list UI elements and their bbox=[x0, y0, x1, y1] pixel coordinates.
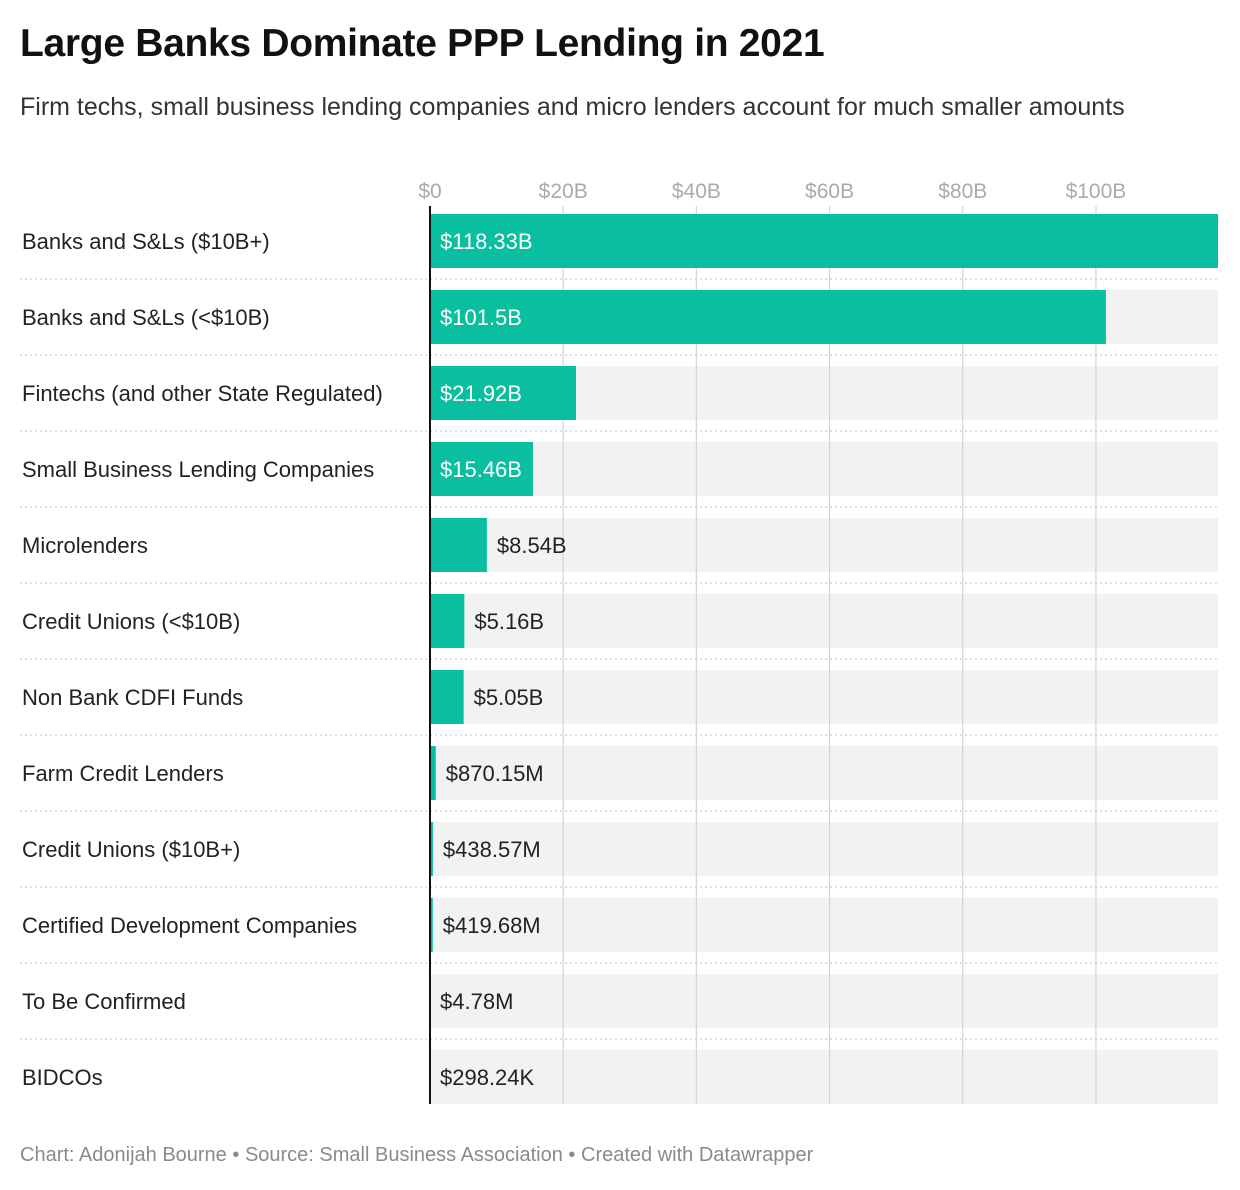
x-tick-label: $100B bbox=[1066, 180, 1127, 203]
bar-track bbox=[430, 442, 1218, 496]
x-tick-label: $40B bbox=[672, 180, 721, 203]
category-label: Microlenders bbox=[22, 533, 148, 558]
data-label: $5.05B bbox=[474, 685, 544, 710]
bar bbox=[430, 290, 1106, 344]
bar bbox=[430, 442, 533, 496]
bar bbox=[430, 594, 465, 648]
data-label: $15.46B bbox=[440, 457, 522, 482]
chart-subtitle: Firm techs, small business lending compa… bbox=[20, 93, 1125, 121]
bar bbox=[430, 366, 576, 420]
x-tick-label: $0 bbox=[418, 180, 441, 203]
bar-track bbox=[430, 518, 1218, 572]
category-label: To Be Confirmed bbox=[22, 989, 186, 1014]
category-label: Fintechs (and other State Regulated) bbox=[22, 381, 383, 406]
category-label: Credit Unions (<$10B) bbox=[22, 609, 240, 634]
bar-track bbox=[430, 974, 1218, 1028]
category-label: BIDCOs bbox=[22, 1065, 103, 1090]
x-tick-label: $80B bbox=[938, 180, 987, 203]
bar bbox=[430, 898, 433, 952]
category-label: Certified Development Companies bbox=[22, 913, 357, 938]
bar bbox=[430, 214, 1218, 268]
x-tick-label: $60B bbox=[805, 180, 854, 203]
data-label: $118.33B bbox=[440, 229, 533, 254]
bar-track bbox=[430, 594, 1218, 648]
bar-chart: $0 $20B $40B $60B $80B $100B Banks and S&Ls ($… bbox=[20, 180, 1218, 1104]
bar bbox=[430, 822, 433, 876]
bar bbox=[430, 746, 436, 800]
bar-track bbox=[430, 822, 1218, 876]
bar bbox=[430, 518, 487, 572]
data-label: $419.68M bbox=[443, 913, 541, 938]
data-label: $21.92B bbox=[440, 381, 522, 406]
x-tick-label: $20B bbox=[539, 180, 588, 203]
data-label: $438.57M bbox=[443, 837, 541, 862]
category-label: Banks and S&Ls ($10B+) bbox=[22, 229, 270, 254]
data-label: $298.24K bbox=[440, 1065, 535, 1090]
data-label: $4.78M bbox=[440, 989, 513, 1014]
footer-separator: • bbox=[226, 1144, 245, 1166]
bar-track bbox=[430, 670, 1218, 724]
data-label: $101.5B bbox=[440, 305, 522, 330]
category-label: Small Business Lending Companies bbox=[22, 457, 374, 482]
footer-separator: • bbox=[562, 1144, 581, 1166]
category-label: Farm Credit Lenders bbox=[22, 761, 224, 786]
footer-source: Source: Small Business Association bbox=[244, 1144, 563, 1166]
chart-footer: Chart: Adonijah Bourne • Source: Small B… bbox=[20, 1144, 813, 1167]
data-label: $5.16B bbox=[474, 609, 544, 634]
bar-track bbox=[430, 1050, 1218, 1104]
footer-chart-credit: Chart: Adonijah Bourne bbox=[20, 1144, 227, 1166]
category-label: Credit Unions ($10B+) bbox=[22, 837, 240, 862]
category-label: Banks and S&Ls (<$10B) bbox=[22, 305, 270, 330]
category-label: Non Bank CDFI Funds bbox=[22, 685, 243, 710]
chart-title: Large Banks Dominate PPP Lending in 2021 bbox=[20, 22, 825, 65]
bar-track bbox=[430, 898, 1218, 952]
data-label: $8.54B bbox=[497, 533, 567, 558]
data-label: $870.15M bbox=[446, 761, 544, 786]
bar-track bbox=[430, 746, 1218, 800]
bar bbox=[430, 670, 464, 724]
footer-created-with: Created with Datawrapper bbox=[581, 1144, 814, 1166]
